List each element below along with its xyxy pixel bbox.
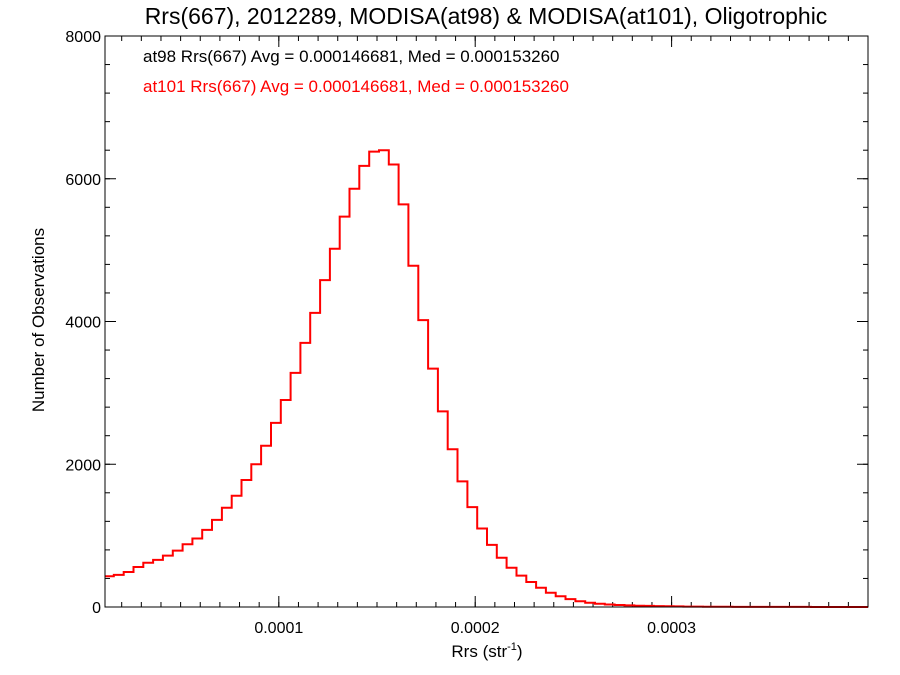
y-tick-label: 2000 (65, 457, 101, 474)
x-axis-label-superscript: -1 (507, 641, 517, 653)
y-tick-label: 4000 (65, 315, 101, 332)
plot-frame (104, 35, 869, 608)
x-axis-label-close: ) (517, 642, 523, 661)
axis-ticks: 0.0001 0.0002 0.0003 0 2000 4000 6000 8000 (65, 29, 869, 637)
x-axis-label: Rrs (str-1) (451, 641, 522, 661)
annotation-at98: at98 Rrs(667) Avg = 0.000146681, Med = 0… (143, 47, 560, 66)
y-tick-label: 8000 (65, 29, 101, 46)
x-axis-label-main: Rrs (str (451, 642, 507, 661)
y-tick-label: 0 (92, 600, 101, 617)
chart-title: Rrs(667), 2012289, MODISA(at98) & MODISA… (145, 3, 828, 29)
annotation-at101: at101 Rrs(667) Avg = 0.000146681, Med = … (143, 77, 569, 96)
histogram-step-line (105, 149, 868, 608)
y-tick-label: 6000 (65, 172, 101, 189)
x-tick-label: 0.0001 (254, 620, 303, 637)
x-tick-label: 0.0003 (647, 620, 696, 637)
x-tick-label: 0.0002 (451, 620, 500, 637)
y-axis-label: Number of Observations (29, 228, 48, 412)
plot-series (105, 149, 868, 608)
